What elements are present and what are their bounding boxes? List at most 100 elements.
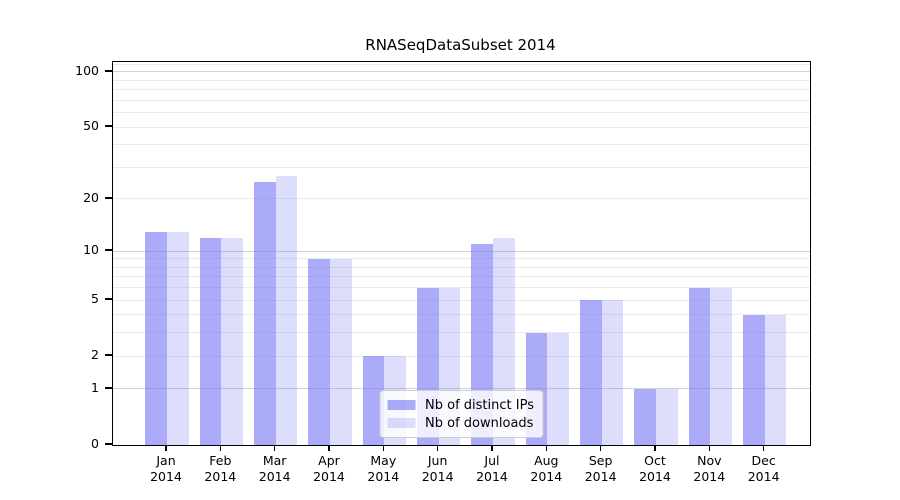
x-tick-label: Apr 2014: [301, 453, 357, 484]
x-tick-label-year: 2014: [693, 468, 726, 484]
gridline-minor: [113, 79, 810, 81]
x-tick: [654, 445, 656, 451]
x-tick: [491, 445, 493, 451]
gridline-minor: [113, 266, 810, 268]
gridline-minor: [113, 126, 810, 128]
plot-area: Nb of distinct IPs Nb of downloads: [112, 61, 811, 446]
y-tick: [105, 125, 112, 127]
x-tick-label-month: Jul: [484, 453, 500, 468]
x-tick: [708, 445, 711, 451]
gridline-minor: [113, 144, 810, 146]
y-tick-label: 1: [91, 379, 99, 395]
gridline-minor: [113, 287, 810, 289]
x-tick-label-month: Dec: [751, 453, 776, 468]
x-tick-label-year: 2014: [639, 468, 671, 484]
x-tick: [328, 445, 330, 451]
y-tick-label: 20: [83, 189, 99, 205]
y-tick: [105, 197, 112, 199]
x-tick-label-month: May: [370, 453, 397, 468]
y-tick: [105, 69, 112, 72]
gridline-minor: [113, 198, 810, 200]
legend: Nb of distinct IPs Nb of downloads: [379, 390, 544, 438]
x-tick-label-month: Apr: [318, 453, 340, 468]
x-tick-label-month: Feb: [209, 453, 232, 468]
x-tick: [273, 445, 276, 451]
gridline-minor: [113, 89, 810, 91]
gridline-minor: [113, 314, 810, 316]
legend-swatch-downloads: [387, 418, 416, 428]
x-tick-label-month: Sep: [588, 453, 613, 468]
gridline-minor: [113, 112, 810, 114]
x-tick: [599, 445, 602, 451]
y-tick-label: 50: [83, 118, 99, 134]
bar-nb-of-distinct-ips-apr: [308, 258, 330, 445]
bar-nb-of-downloads-feb: [221, 237, 244, 445]
bar-nb-of-downloads-sep: [601, 300, 624, 445]
x-tick-label: Jul 2014: [464, 453, 520, 484]
y-tick: [105, 249, 112, 251]
gridline-minor: [113, 355, 810, 357]
gridline-minor: [113, 258, 810, 260]
bar-nb-of-downloads-dec: [764, 314, 787, 445]
x-tick-label: Dec 2014: [736, 453, 792, 484]
x-tick-label-month: Nov: [697, 453, 722, 468]
y-tick-label: 2: [91, 347, 99, 363]
x-tick-label: Oct 2014: [627, 453, 683, 484]
y-tick-label: 100: [75, 62, 99, 78]
gridline-major: [113, 250, 810, 252]
x-tick-label-month: Jun: [427, 453, 448, 468]
x-tick-label-month: Oct: [644, 453, 666, 468]
y-tick-label: 5: [91, 291, 99, 307]
gridline-minor: [113, 63, 810, 65]
x-tick-label-year: 2014: [584, 468, 617, 484]
x-tick-label: Aug 2014: [518, 453, 574, 484]
y-tick: [105, 443, 112, 445]
x-tick-label-month: Aug: [534, 453, 559, 468]
y-tick: [105, 298, 112, 300]
bar-nb-of-downloads-apr: [329, 258, 352, 445]
x-tick-label-year: 2014: [150, 468, 182, 484]
bar-nb-of-downloads-nov: [710, 287, 732, 445]
x-tick-label: Sep 2014: [573, 453, 629, 484]
x-tick: [545, 445, 548, 451]
x-tick-label: Jan 2014: [138, 453, 194, 484]
x-tick-label-year: 2014: [313, 468, 345, 484]
y-tick: [105, 387, 112, 389]
gridline-major: [113, 388, 810, 390]
bar-nb-of-distinct-ips-sep: [579, 300, 602, 445]
chart-title: RNASeqDataSubset 2014: [365, 36, 556, 54]
x-tick-label-month: Jan: [156, 453, 176, 468]
bar-nb-of-distinct-ips-jan: [145, 231, 167, 445]
x-tick-label-year: 2014: [747, 468, 780, 484]
bar-nb-of-downloads-oct: [655, 388, 678, 445]
bar-nb-of-downloads-jan: [167, 231, 189, 445]
gridline-minor: [113, 276, 810, 278]
x-tick-label: Nov 2014: [681, 453, 737, 484]
legend-label-distinct-ips: Nb of distinct IPs: [425, 397, 534, 413]
gridline-minor: [113, 332, 810, 334]
x-tick: [382, 445, 385, 451]
x-tick-label: Jun 2014: [410, 453, 466, 484]
x-tick-label: Feb 2014: [192, 453, 248, 484]
y-tick-label: 10: [83, 242, 99, 258]
x-tick: [219, 445, 222, 451]
legend-label-downloads: Nb of downloads: [425, 415, 534, 431]
x-tick: [436, 445, 439, 451]
bar-nb-of-distinct-ips-nov: [688, 287, 711, 445]
x-tick: [165, 445, 167, 451]
legend-row-downloads: Nb of downloads: [387, 415, 534, 431]
legend-row-distinct-ips: Nb of distinct IPs: [387, 397, 534, 413]
gridline-major: [113, 71, 810, 73]
x-tick-label: Mar 2014: [247, 453, 303, 484]
y-tick: [105, 354, 112, 356]
x-tick-label-year: 2014: [476, 468, 508, 484]
bar-nb-of-downloads-mar: [275, 175, 298, 445]
gridline-minor: [113, 299, 810, 301]
x-tick-label-year: 2014: [204, 468, 237, 484]
x-tick: [762, 445, 765, 451]
x-tick-label: May 2014: [355, 453, 411, 484]
x-tick-label-year: 2014: [367, 468, 400, 484]
bar-nb-of-distinct-ips-may: [362, 356, 385, 445]
bar-nb-of-distinct-ips-dec: [742, 314, 765, 445]
